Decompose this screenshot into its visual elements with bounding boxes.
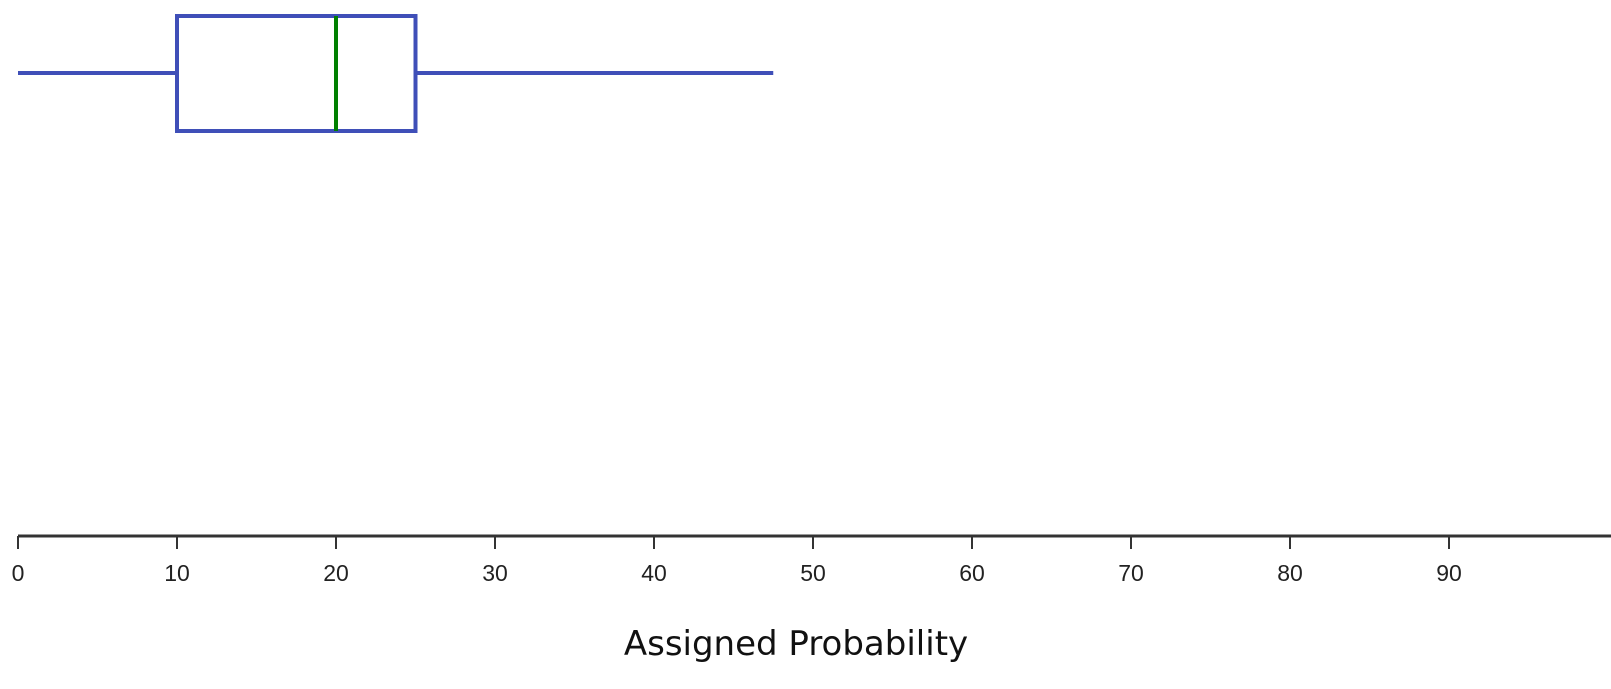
x-axis-title: Assigned Probability bbox=[624, 624, 968, 664]
interquartile-box bbox=[175, 14, 418, 133]
x-tick-label-50: 50 bbox=[800, 560, 826, 586]
box-plot-group bbox=[18, 14, 774, 133]
x-axis: 0 10 20 30 40 50 60 70 80 90 bbox=[12, 534, 1611, 586]
x-tick-label-30: 30 bbox=[482, 560, 508, 586]
x-tick-label-0: 0 bbox=[12, 560, 25, 586]
x-tick-label-70: 70 bbox=[1118, 560, 1144, 586]
x-tick-label-90: 90 bbox=[1436, 560, 1462, 586]
x-axis-ticks: 0 10 20 30 40 50 60 70 80 90 bbox=[12, 536, 1462, 586]
x-tick-label-60: 60 bbox=[959, 560, 985, 586]
x-tick-label-40: 40 bbox=[641, 560, 667, 586]
x-tick-label-80: 80 bbox=[1277, 560, 1303, 586]
x-tick-label-10: 10 bbox=[164, 560, 190, 586]
x-tick-label-20: 20 bbox=[323, 560, 349, 586]
